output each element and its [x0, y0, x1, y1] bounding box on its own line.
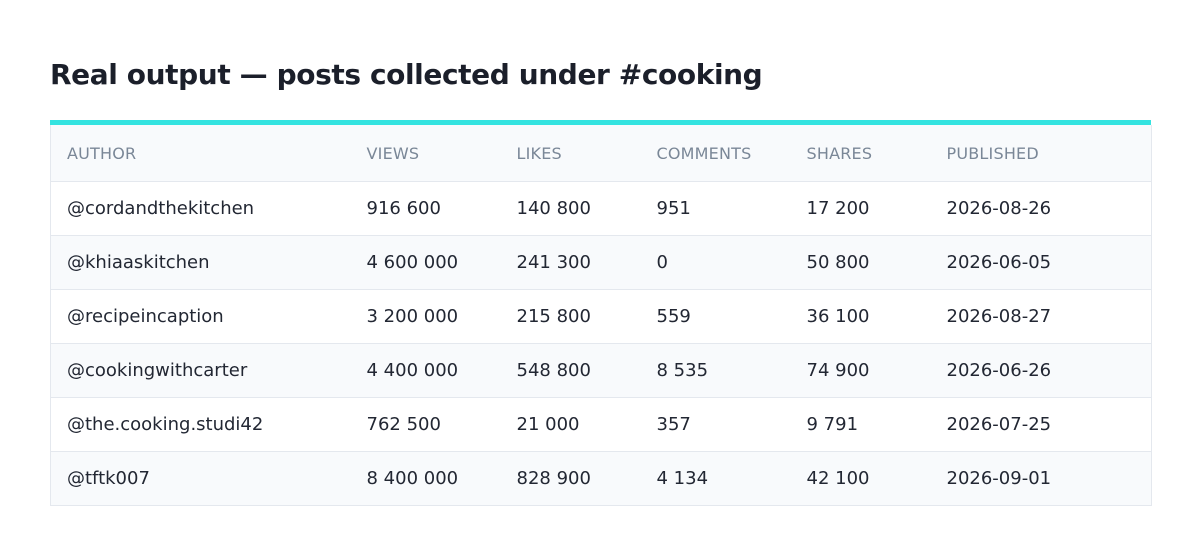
cell-views: 4 400 000 — [350, 343, 501, 398]
cell-author: @tftk007 — [50, 451, 351, 506]
column-header-author: AUTHOR — [50, 125, 351, 182]
cell-views: 762 500 — [350, 397, 501, 452]
cell-author: @cordandthekitchen — [50, 181, 351, 236]
cell-author: @the.cooking.studi42 — [50, 397, 351, 452]
table-body: @cordandthekitchen 916 600 140 800 951 1… — [50, 181, 1152, 506]
cell-published: 2026-08-26 — [930, 181, 1152, 236]
column-header-published: PUBLISHED — [930, 125, 1152, 182]
column-header-shares: SHARES — [790, 125, 931, 182]
column-header-comments: COMMENTS — [640, 125, 791, 182]
cell-author: @khiaaskitchen — [50, 235, 351, 290]
posts-table-container: AUTHOR VIEWS LIKES COMMENTS SHARES PUBLI… — [50, 120, 1152, 506]
cell-likes: 548 800 — [500, 343, 641, 398]
cell-published: 2026-09-01 — [930, 451, 1152, 506]
cell-likes: 140 800 — [500, 181, 641, 236]
cell-published: 2026-07-25 — [930, 397, 1152, 452]
table-row: @cordandthekitchen 916 600 140 800 951 1… — [50, 181, 1152, 236]
table-row: @cookingwithcarter 4 400 000 548 800 8 5… — [50, 343, 1152, 398]
table-row: @the.cooking.studi42 762 500 21 000 357 … — [50, 397, 1152, 452]
cell-comments: 357 — [640, 397, 791, 452]
cell-comments: 0 — [640, 235, 791, 290]
cell-published: 2026-06-26 — [930, 343, 1152, 398]
cell-comments: 4 134 — [640, 451, 791, 506]
header-row: AUTHOR VIEWS LIKES COMMENTS SHARES PUBLI… — [50, 125, 1152, 182]
cell-views: 916 600 — [350, 181, 501, 236]
table-row: @tftk007 8 400 000 828 900 4 134 42 100 … — [50, 451, 1152, 506]
cell-comments: 8 535 — [640, 343, 791, 398]
cell-views: 8 400 000 — [350, 451, 501, 506]
cell-published: 2026-06-05 — [930, 235, 1152, 290]
cell-comments: 951 — [640, 181, 791, 236]
cell-likes: 241 300 — [500, 235, 641, 290]
posts-table: AUTHOR VIEWS LIKES COMMENTS SHARES PUBLI… — [50, 125, 1152, 506]
page-title: Real output — posts collected under #coo… — [50, 58, 763, 91]
cell-likes: 828 900 — [500, 451, 641, 506]
cell-author: @cookingwithcarter — [50, 343, 351, 398]
cell-likes: 215 800 — [500, 289, 641, 344]
cell-published: 2026-08-27 — [930, 289, 1152, 344]
cell-shares: 17 200 — [790, 181, 931, 236]
column-header-likes: LIKES — [500, 125, 641, 182]
cell-shares: 9 791 — [790, 397, 931, 452]
cell-shares: 50 800 — [790, 235, 931, 290]
cell-shares: 42 100 — [790, 451, 931, 506]
table-row: @khiaaskitchen 4 600 000 241 300 0 50 80… — [50, 235, 1152, 290]
cell-views: 4 600 000 — [350, 235, 501, 290]
cell-shares: 74 900 — [790, 343, 931, 398]
cell-likes: 21 000 — [500, 397, 641, 452]
cell-shares: 36 100 — [790, 289, 931, 344]
cell-comments: 559 — [640, 289, 791, 344]
cell-views: 3 200 000 — [350, 289, 501, 344]
column-header-views: VIEWS — [350, 125, 501, 182]
cell-author: @recipeincaption — [50, 289, 351, 344]
table-header: AUTHOR VIEWS LIKES COMMENTS SHARES PUBLI… — [50, 125, 1152, 182]
table-row: @recipeincaption 3 200 000 215 800 559 3… — [50, 289, 1152, 344]
